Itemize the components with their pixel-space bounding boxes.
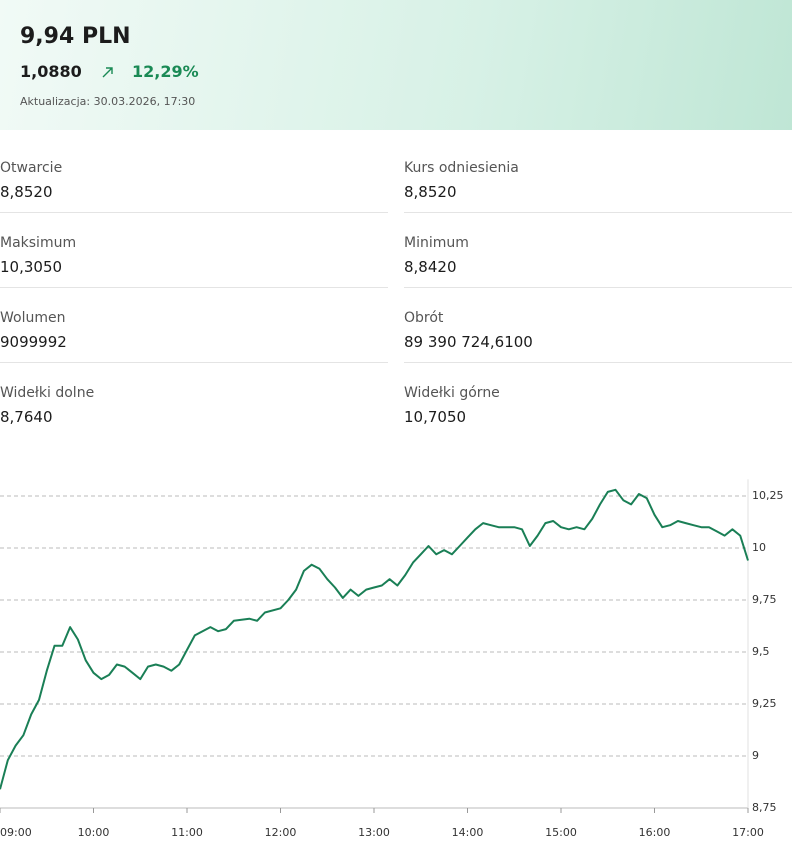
change-percent: 12,29% (132, 62, 199, 81)
stat-value: 9099992 (0, 333, 67, 351)
y-tick-label: 8,75 (752, 801, 777, 814)
stat: Widełki górne 10,7050 (404, 362, 792, 437)
x-tick-label: 11:00 (171, 826, 203, 839)
stat-label: Widełki dolne (0, 385, 95, 401)
stat-value: 8,8520 (404, 183, 457, 201)
price-line (0, 488, 749, 790)
x-tick-label: 09:00 (0, 826, 32, 839)
stat-value: 10,7050 (404, 408, 467, 426)
stat-label: Widełki górne (404, 385, 500, 401)
stat: Obrót 89 390 724,6100 (404, 287, 792, 363)
change: 1,0880 (20, 62, 82, 81)
stat-value: 8,8420 (404, 258, 457, 276)
x-tick-label: 10:00 (78, 826, 110, 839)
up-arrow (102, 67, 113, 78)
y-tick-label: 10,25 (752, 489, 784, 502)
price: 9,94 PLN (20, 24, 131, 49)
y-tick-label: 10 (752, 541, 766, 554)
y-tick-label: 9,25 (752, 697, 777, 710)
stat: Otwarcie 8,8520 (0, 137, 388, 213)
x-tick-label: 13:00 (358, 826, 390, 839)
stat-label: Obrót (404, 310, 444, 326)
x-tick-label: 16:00 (639, 826, 671, 839)
y-tick-label: 9,5 (752, 645, 770, 658)
x-tick-label: 14:00 (452, 826, 484, 839)
y-tick-label: 9,75 (752, 593, 777, 606)
x-tick-label: 17:00 (732, 826, 764, 839)
stat-label: Maksimum (0, 235, 77, 251)
stat-value: 89 390 724,6100 (404, 333, 533, 351)
stat-label: Otwarcie (0, 160, 63, 176)
x-tick-label: 15:00 (545, 826, 577, 839)
stat: Minimum 8,8420 (404, 212, 792, 288)
stat-value: 8,8520 (0, 183, 53, 201)
stat: Maksimum 10,3050 (0, 212, 388, 288)
updated: Aktualizacja: 30.03.2026, 17:30 (20, 95, 196, 108)
x-tick-label: 12:00 (265, 826, 297, 839)
stat-label: Minimum (404, 235, 469, 251)
stat: Kurs odniesienia 8,8520 (404, 137, 792, 213)
stat-label: Kurs odniesienia (404, 160, 519, 176)
y-tick-label: 9 (752, 749, 759, 762)
stat: Wolumen 9099992 (0, 287, 388, 363)
header: 9,94 PLN 1,0880 12,29% Aktualizacja: 30.… (0, 0, 792, 130)
stat-label: Wolumen (0, 310, 66, 326)
stat-value: 10,3050 (0, 258, 63, 276)
stat-value: 8,7640 (0, 408, 53, 426)
stat: Widełki dolne 8,7640 (0, 362, 388, 437)
